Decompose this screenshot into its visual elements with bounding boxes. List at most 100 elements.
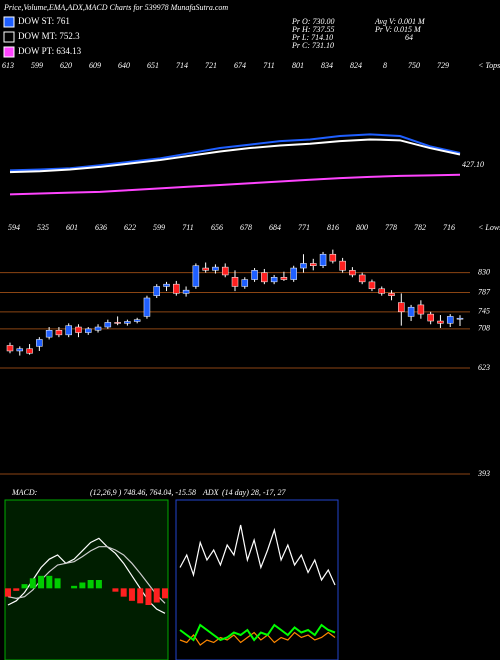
level-label: 708: [478, 324, 490, 333]
top-label: 714: [176, 61, 188, 70]
stat: Pr V: 0.015 M: [374, 25, 422, 34]
candle-body: [290, 267, 297, 280]
candle-body: [6, 345, 14, 352]
ema-line: [9, 173, 461, 196]
low-label: 782: [414, 223, 426, 232]
candle-body: [378, 288, 385, 294]
adx-label: ADX: [202, 488, 220, 497]
candle-body: [75, 326, 82, 333]
candle-body: [36, 339, 43, 347]
level-label: 787: [478, 287, 491, 296]
histogram-bar: [137, 588, 144, 604]
legend-swatch: [3, 16, 15, 28]
low-label: 711: [182, 223, 193, 232]
stat: Pr O: 730.00: [291, 17, 334, 26]
top-label: 651: [147, 61, 159, 70]
legend-label: DOW MT: 752.3: [18, 31, 80, 41]
candle-body: [300, 263, 307, 269]
top-label: 674: [234, 61, 246, 70]
tops-label: < Tops: [478, 61, 500, 70]
level-label: 623: [478, 363, 490, 372]
candle-body: [310, 263, 317, 266]
candle-body: [133, 319, 141, 322]
stat: 64: [405, 33, 413, 42]
histogram-bar: [13, 588, 20, 591]
candle-body: [55, 329, 63, 336]
candle-body: [358, 274, 366, 283]
top-label: 599: [31, 61, 43, 70]
macd-panel: [4, 499, 169, 660]
candle-body: [427, 313, 434, 322]
histogram-bar: [38, 575, 45, 589]
top-label: 721: [205, 61, 217, 70]
last-label: 427.10: [462, 160, 484, 169]
top-label: 729: [437, 61, 449, 70]
level-label: 393: [477, 469, 490, 478]
candle-body: [173, 283, 180, 294]
histogram-bar: [87, 580, 94, 589]
histogram-bar: [120, 588, 127, 597]
top-label: 640: [118, 61, 130, 70]
legend-swatch: [3, 46, 15, 58]
candle-body: [212, 266, 219, 271]
low-label: 684: [269, 223, 281, 232]
top-label: 750: [408, 61, 420, 70]
histogram-bar: [71, 585, 78, 589]
ema-line: [9, 133, 461, 172]
indicator-line: [179, 524, 336, 586]
candle-body: [202, 267, 209, 271]
top-label: 613: [2, 61, 14, 70]
candle-body: [398, 302, 405, 313]
legend-swatch: [3, 31, 15, 43]
candle-body: [261, 272, 268, 283]
stat: Pr C: 731.10: [291, 41, 334, 50]
low-label: 622: [124, 223, 136, 232]
low-label: 771: [298, 223, 310, 232]
adx-params: (14 day) 28, -17, 27: [222, 488, 287, 497]
histogram-bar: [153, 588, 160, 603]
candle-body: [319, 253, 327, 266]
legend-label: DOW ST: 761: [18, 16, 70, 26]
low-label: 716: [443, 223, 455, 232]
candle-body: [446, 316, 454, 324]
candle-body: [251, 270, 258, 280]
histogram-bar: [95, 580, 102, 589]
low-label: 800: [356, 223, 368, 232]
low-label: 601: [66, 223, 78, 232]
level-label: 830: [478, 267, 490, 276]
top-label: 609: [89, 61, 101, 70]
top-label: 834: [321, 61, 333, 70]
top-label: 824: [350, 61, 362, 70]
candle-body: [329, 253, 337, 262]
histogram-bar: [46, 575, 53, 589]
histogram-bar: [54, 578, 61, 589]
candle-body: [407, 306, 415, 317]
candle-body: [270, 277, 278, 283]
candle-body: [417, 304, 425, 315]
histogram-bar: [29, 578, 36, 589]
candle-body: [456, 317, 464, 320]
candle-body: [437, 320, 444, 324]
lows-label: < Lows: [478, 223, 500, 232]
ema-line: [9, 138, 461, 174]
low-label: 599: [153, 223, 165, 232]
candle-body: [388, 293, 395, 296]
candle-body: [104, 322, 112, 328]
candle-body: [368, 281, 376, 290]
candle-body: [280, 277, 288, 280]
top-label: 620: [60, 61, 72, 70]
candle-body: [349, 270, 356, 276]
histogram-bar: [162, 588, 168, 599]
candle-body: [124, 321, 131, 324]
low-label: 535: [37, 223, 49, 232]
low-label: 594: [8, 223, 20, 232]
low-label: 778: [385, 223, 397, 232]
top-label: 711: [263, 61, 274, 70]
stat: Pr H: 737.55: [291, 25, 334, 34]
macd-label: MACD:: [11, 488, 38, 497]
candle-body: [85, 328, 92, 333]
candle-body: [143, 297, 151, 317]
candle-body: [16, 348, 24, 352]
candle-body: [45, 329, 53, 338]
top-label: 801: [292, 61, 304, 70]
